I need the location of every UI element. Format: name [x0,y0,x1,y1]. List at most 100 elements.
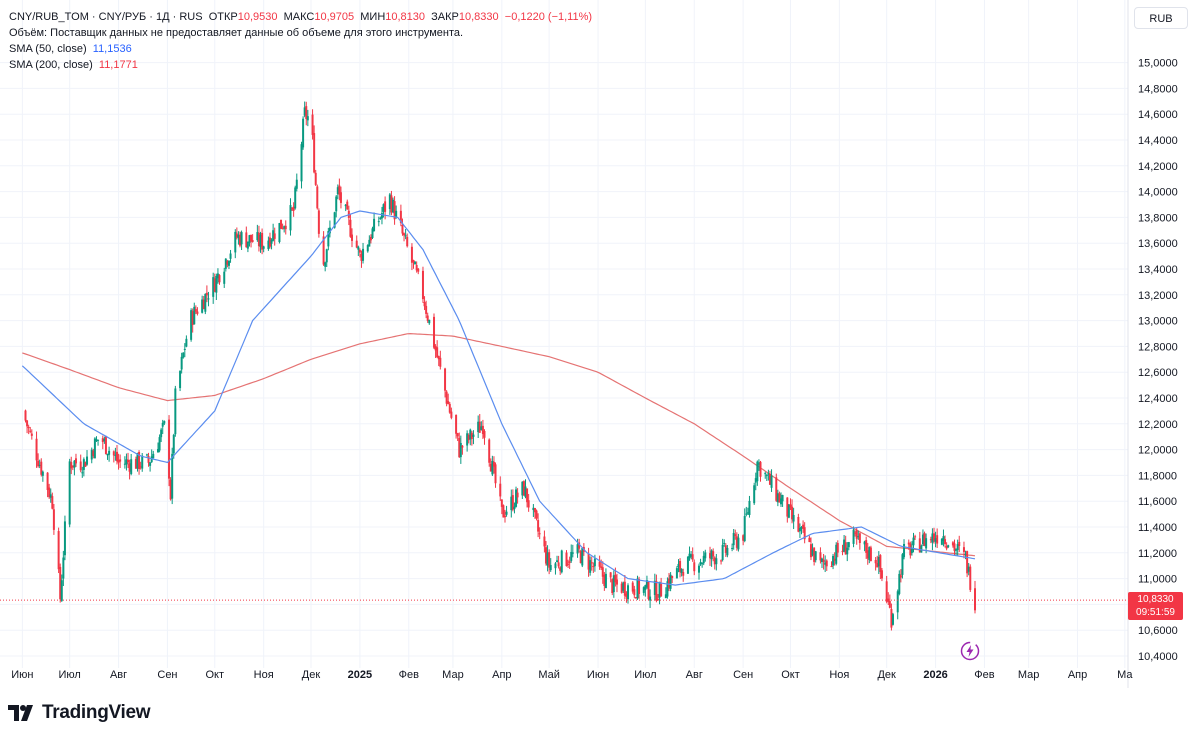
candle-body [27,426,30,429]
x-tick-label: Июл [58,669,80,681]
candle-body [373,218,376,232]
candle-body [576,544,579,554]
sma50-legend[interactable]: SMA (50, close) 11,1536 [9,41,592,57]
candle-body [603,574,606,586]
candle-body [46,472,49,491]
y-tick-label: 14,6000 [1138,109,1178,121]
candle-body [578,542,581,549]
candle-body [592,566,595,568]
candle-body [962,547,965,552]
candle-body [346,201,349,210]
candle-body [910,547,913,553]
candle-body [322,236,325,265]
y-tick-label: 13,4000 [1138,264,1178,276]
candle-body [439,357,442,367]
candle-body [526,488,529,503]
ohlc-row: CNY/RUB_TOM · CNY/РУБ · 1Д · RUS ОТКР10,… [9,9,592,25]
candle-body [638,579,641,594]
candle-body [642,587,645,593]
candle-body [204,293,207,312]
candle-body [261,232,264,250]
candle-body [281,228,284,230]
candle-body [615,579,618,585]
candle-body [218,275,221,283]
symbol-title[interactable]: CNY/RUB_TOM · CNY/РУБ · 1Д · RUS [9,11,203,23]
y-tick-label: 13,2000 [1138,290,1178,302]
candle-body [644,585,647,590]
candle-body [627,585,630,600]
candle-body [115,451,118,462]
high-label: МАКС [283,11,315,23]
candle-body [172,434,175,454]
candle-body [874,560,877,564]
candle-body [395,210,398,218]
sma200-line [22,332,976,557]
candle-body [620,583,623,593]
candle-body [382,204,385,212]
candle-body [934,538,937,542]
candle-body [819,552,822,561]
candle-body [201,299,204,313]
candle-body [668,578,671,588]
candle-body [145,454,148,456]
candle-body [625,593,628,597]
currency-button[interactable]: RUB [1134,7,1188,29]
candle-body [245,232,248,248]
candle-body [503,515,506,518]
candle-body [797,516,800,532]
candle-body [90,449,93,460]
candle-body [338,185,341,195]
candle-body [754,478,757,483]
candle-body [559,567,562,571]
candle-body [852,529,855,544]
last-price-tag: 10,8330 09:51:59 [1128,592,1183,620]
candle-body [527,500,530,508]
candle-body [863,541,866,545]
candle-body [30,433,33,436]
candle-body [139,466,142,468]
candle-body [743,516,746,542]
candle-body [704,552,707,559]
candle-body [193,306,196,325]
candle-body [690,554,693,557]
candle-body [653,580,656,595]
candle-body [768,473,771,485]
candle-body [903,543,906,558]
candle-body [194,309,197,312]
candle-body [656,599,659,601]
time-axis[interactable]: Июн Июл Авг Сен Окт Ноя Дек 2025 Фев Мар Апр Май Июн… [11,669,1133,681]
candle-body [223,271,226,284]
candle-body [371,228,374,238]
candle-body [921,534,924,545]
lightning-icon[interactable] [960,641,980,661]
candle-body [316,186,319,209]
tradingview-logo[interactable]: TradingView [8,700,151,726]
candle-body [776,493,779,503]
candle-body [671,576,674,578]
chart-grid [0,0,1129,688]
sma50-label: SMA (50, close) [9,43,87,55]
candle-body [631,582,634,592]
candle-body [633,589,636,596]
candle-body [434,346,437,351]
candle-body [250,234,253,242]
candle-body [524,486,527,498]
candle-body [511,495,514,510]
candle-body [283,226,286,229]
candle-body [844,542,847,555]
candle-body [931,533,934,543]
candle-body [280,219,283,229]
sma200-legend[interactable]: SMA (200, close) 11,1771 [9,57,592,73]
candle-body [951,542,954,546]
candle-body [899,575,902,578]
candle-body [119,459,122,462]
candle-body [205,292,208,296]
candle-body [339,192,342,203]
candle-body [492,461,495,467]
candle-body [437,356,440,360]
candle-body [890,608,893,628]
price-axis[interactable]: 10,400010,600010,800011,000011,200011,40… [1138,58,1178,663]
candle-body [483,431,486,438]
candle-body [81,472,84,474]
